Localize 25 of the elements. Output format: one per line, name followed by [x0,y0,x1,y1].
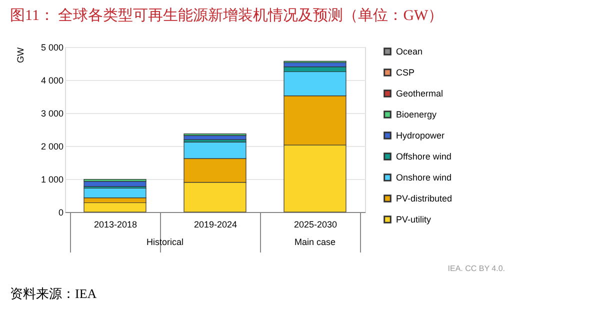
x-tick-label: 2025-2030 [294,220,338,230]
x-tick-label: 2013-2018 [94,220,138,230]
text: IEA. CC BY 4.0. [448,264,505,273]
bar [84,202,146,212]
y-tick-label: 1 000 [40,174,64,184]
text: Historical [146,237,184,247]
legend-label: Hydropower [396,130,445,140]
y-tick-label: 3 000 [40,108,64,118]
y-axis-title: GW [16,47,26,63]
legend-label: Bioenergy [396,110,438,120]
legend-label: CSP [396,68,415,78]
legend-label: PV-distributed [396,194,452,204]
text: Main case [294,237,336,247]
y-tick-label: 5 000 [40,42,64,52]
legend-label: Geothermal [396,88,444,98]
y-tick-label: 0 [58,208,64,218]
text: 资料来源：IEA [10,286,98,301]
chart-title: 图11： 全球各类型可再生能源新增装机情况及预测（单位：GW） [10,7,444,24]
legend-label: Offshore wind [396,152,452,162]
y-tick-label: 2 000 [40,142,64,152]
legend-label: Ocean [396,46,423,56]
legend-label: Onshore wind [396,172,452,182]
y-tick-label: 4 000 [40,76,64,86]
legend-label: PV-utility [396,214,432,224]
x-tick-label: 2019-2024 [194,220,238,230]
